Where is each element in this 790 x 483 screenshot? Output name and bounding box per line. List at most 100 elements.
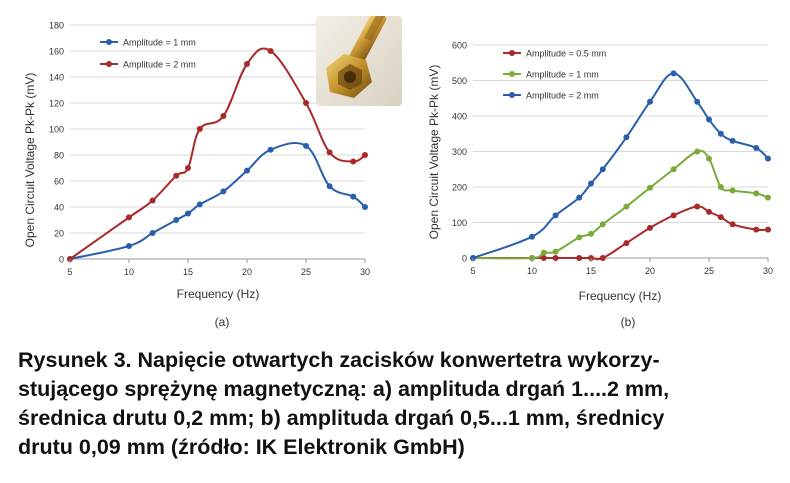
chart-b-series-1-point-10	[694, 148, 701, 155]
chart-a-series-1-point-8	[267, 48, 274, 54]
chart-a-y-tick-label-9: 180	[49, 21, 64, 31]
chart-b-series-0-point-2	[540, 255, 547, 261]
chart-b-series-2-point-12	[729, 137, 736, 144]
chart-b-grid	[473, 44, 768, 259]
caption-line-3: średnica drutu 0,2 mm; b) amplituda drga…	[18, 406, 665, 430]
chart-b-series-2-point-4	[588, 180, 594, 187]
chart-b-series-2-line	[472, 72, 769, 259]
chart-b-series-0-point-6	[599, 255, 606, 261]
chart-b-series-2-point-3	[576, 194, 583, 201]
chart-a-series-0-point-2	[149, 230, 156, 236]
chart-a-series-1-point-7	[244, 61, 250, 67]
chart-a-x-tick-label-0: 5	[67, 267, 72, 277]
chart-b-series-2-point-2	[552, 212, 559, 219]
chart-a-series-0-point-12	[362, 204, 368, 210]
chart-a-y-tick-label-5: 100	[49, 125, 64, 135]
chart-a-y-tick-label-6: 120	[49, 99, 64, 109]
chart-b-y-tick-label-6: 600	[452, 41, 467, 51]
chart-a-x-tick-label-4: 25	[301, 267, 311, 277]
chart-b-x-tick-label-3: 20	[645, 266, 655, 276]
chart-a-series-1-point-2	[149, 197, 156, 204]
chart-b-series-1-point-8	[647, 184, 653, 191]
chart-a-x-tick-label-1: 10	[124, 267, 134, 277]
chart-b-series-0-point-10	[694, 203, 701, 210]
figure-caption: Rysunek 3. Napięcie otwartych zacisków k…	[18, 346, 778, 462]
chart-b-series-2-point-11	[717, 130, 724, 137]
chart-a-sublabel: (a)	[215, 315, 230, 329]
chart-a-y-tick-label-1: 20	[54, 229, 64, 239]
chart-b-y-tick-label-1: 100	[452, 218, 467, 228]
chart-b-legend-label-0: Amplitude = 0.5 mm	[526, 49, 606, 59]
chart-b-series-2-point-9	[694, 98, 701, 105]
chart-a-legend-marker-1	[106, 61, 112, 67]
chart-a-y-tick-label-2: 40	[54, 203, 64, 213]
chart-a-series-0-point-9	[303, 142, 309, 149]
chart-b-series-1-point-12	[717, 184, 724, 190]
chart-b-series-1-point-2	[540, 249, 547, 256]
chart-a-grid	[70, 24, 365, 260]
chart-b-series-0-point-12	[717, 214, 724, 221]
chart-a: 0 20 40 60 80 100 120 140 160 180 5 10 15 20 25 30 Ampl…	[23, 21, 370, 330]
chart-b-series-1-point-4	[576, 234, 583, 241]
chart-b-x-tick-label-2: 15	[586, 266, 596, 276]
chart-b-series-2-point-6	[623, 134, 630, 141]
chart-b-x-tick-label-4: 25	[704, 266, 714, 276]
chart-b-series-1-point-3	[552, 248, 559, 255]
chart-b-series-0-line	[472, 205, 769, 261]
chart-b-series-2-point-1	[529, 233, 535, 240]
chart-b-series-2-point-14	[765, 155, 771, 162]
chart-a-series-1-point-10	[326, 149, 333, 156]
chart-a-series-0-point-8	[267, 146, 274, 153]
chart-a-series-0-point-4	[185, 210, 191, 217]
chart-a-series-1-point-9	[303, 100, 309, 106]
chart-a-series-1-point-4	[185, 165, 191, 171]
chart-a-series-1-point-12	[362, 152, 368, 158]
chart-b-y-tick-label-3: 300	[452, 147, 467, 157]
chart-a-series-1-point-5	[196, 126, 203, 132]
chart-a-y-tick-label-0: 0	[59, 255, 64, 265]
chart-b-series-0-point-3	[552, 255, 559, 261]
chart-a-legend-marker-0	[106, 39, 112, 45]
chart-b-x-tick-label-5: 30	[763, 266, 773, 276]
chart-a-series-0-point-3	[173, 217, 180, 223]
chart-b-series-2-point-5	[599, 166, 606, 173]
chart-a-y-tick-label-7: 140	[49, 73, 64, 83]
chart-b: 0 100 200 300 400 500 600 5 10 15 20 25 30 Amplitude…	[427, 41, 773, 330]
chart-b-series-1-point-11	[706, 155, 712, 162]
chart-b-series-0-point-15	[765, 226, 771, 233]
chart-a-x-tick-label-3: 20	[242, 267, 252, 277]
chart-a-x-tick-label-2: 15	[183, 267, 193, 277]
chart-a-series-1-point-1	[126, 214, 132, 221]
chart-a-legend-label-0: Amplitude = 1 mm	[123, 38, 196, 48]
chart-a-y-tick-label-4: 80	[54, 151, 64, 161]
chart-b-y-tick-label-5: 500	[452, 76, 467, 86]
chart-b-y-tick-label-2: 200	[452, 183, 467, 193]
caption-line-1: Rysunek 3. Napięcie otwartych zacisków k…	[18, 348, 660, 372]
chart-b-series-1-point-13	[729, 187, 736, 194]
chart-b-series-0-point-9	[670, 212, 677, 219]
chart-a-legend: Amplitude = 1 mm Amplitude = 2 mm	[100, 38, 196, 70]
chart-b-series-1-point-7	[623, 203, 630, 210]
chart-a-series-0-point-10	[326, 183, 333, 190]
chart-b-series-0-point-13	[729, 221, 736, 228]
chart-a-y-tick-label-8: 160	[49, 47, 64, 57]
chart-b-series-2-point-13	[753, 144, 760, 151]
chart-b-legend: Amplitude = 0.5 mm Amplitude = 1 mm Amplit…	[503, 49, 606, 101]
chart-b-legend-marker-0	[509, 50, 515, 56]
magnetic-spring-photo	[316, 16, 402, 106]
chart-b-x-tick-label-1: 10	[527, 266, 537, 276]
chart-a-y-tick-label-3: 60	[54, 177, 64, 187]
chart-b-series-0-point-8	[647, 224, 653, 231]
chart-b-series-1-point-14	[753, 190, 760, 197]
chart-b-series-1-point-6	[599, 221, 606, 228]
chart-a-series-layer	[67, 47, 368, 262]
chart-b-x-tick-label-0: 5	[470, 266, 475, 276]
chart-a-series-0-line	[69, 142, 366, 260]
chart-a-series-0-point-6	[220, 188, 227, 195]
chart-b-series-1-point-5	[588, 230, 594, 237]
chart-a-series-1-point-11	[350, 158, 357, 165]
chart-b-legend-marker-1	[509, 71, 515, 77]
chart-b-legend-marker-2	[509, 92, 515, 98]
chart-a-legend-label-1: Amplitude = 2 mm	[123, 60, 196, 70]
chart-b-series-0-point-7	[623, 240, 630, 247]
